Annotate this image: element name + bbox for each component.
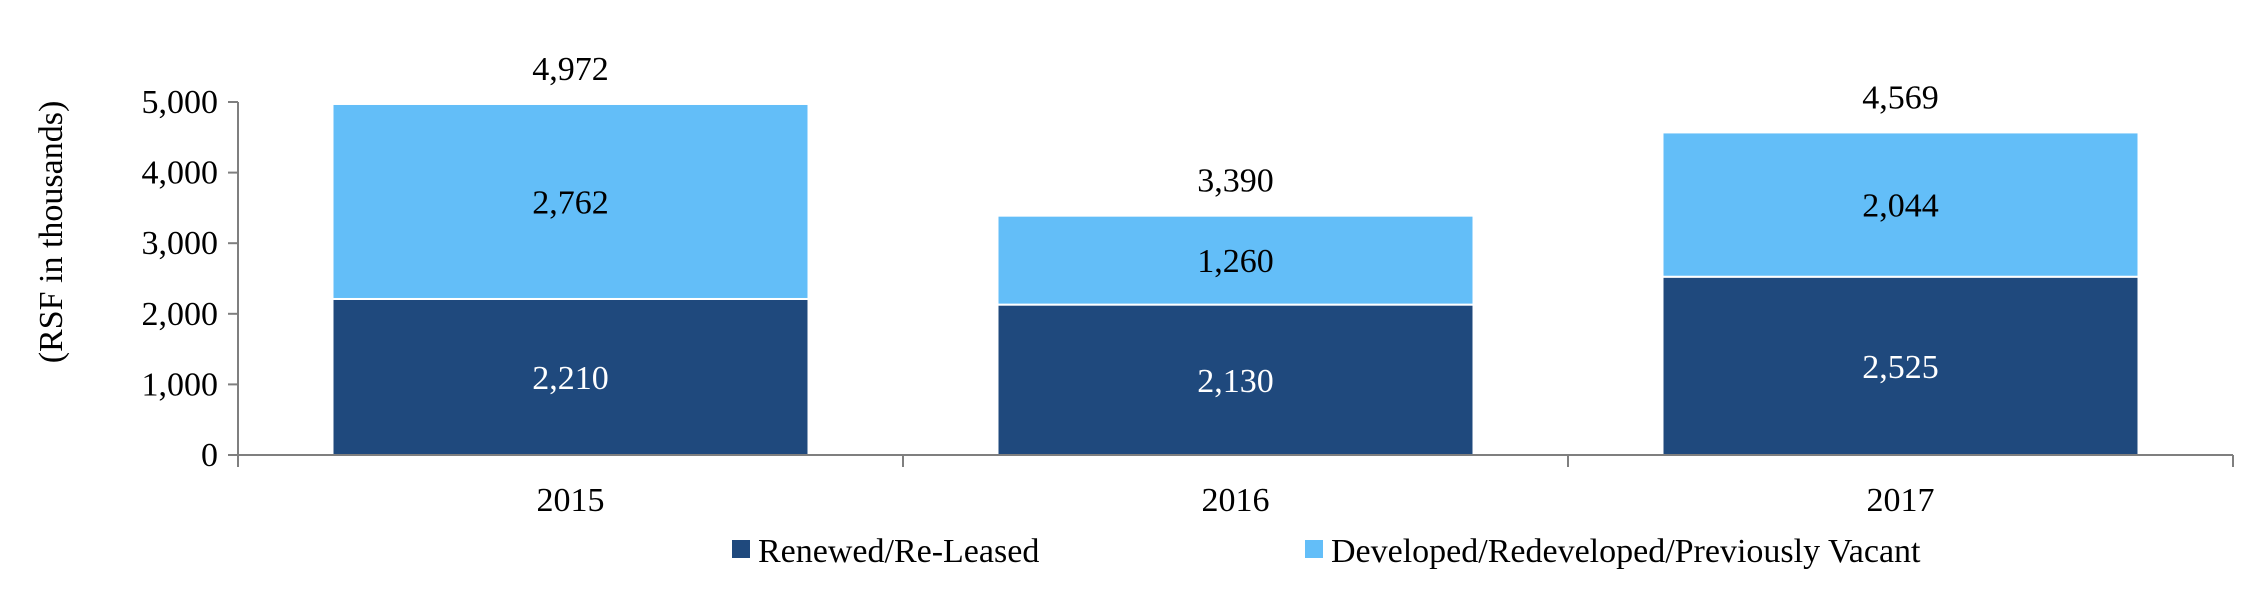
bar-segment-2017-s0 <box>1661 275 2140 456</box>
axes-group: 0 1,000 2,000 3,000 4,000 5,000 2015 2016 2017 <box>142 84 2234 519</box>
legend-swatch-s1 <box>1305 540 1323 558</box>
x-tick-label-2015: 2015 <box>537 482 605 519</box>
total-label-2017: 4,569 <box>1862 79 1939 116</box>
legend: Renewed/Re-Leased Developed/Redeveloped/P… <box>732 533 1921 570</box>
x-tick-label-2017: 2017 <box>1867 482 1935 519</box>
bar-segment-2016-s1 <box>996 214 1475 306</box>
legend-label-s1: Developed/Redeveloped/Previously Vacant <box>1331 533 1921 570</box>
y-tick-label-0: 0 <box>201 437 218 474</box>
legend-label-s0: Renewed/Re-Leased <box>758 533 1039 570</box>
data-label-2016-s0: 2,130 <box>1197 363 1274 400</box>
y-tick-label-1000: 1,000 <box>142 366 219 403</box>
bars-group: 2,210 2,762 4,972 2,130 1,260 3,390 2,525 2,044… <box>331 51 2140 457</box>
bar-segment-2015-s0 <box>331 297 810 456</box>
y-tick-label-2000: 2,000 <box>142 296 219 333</box>
data-label-2016-s1: 1,260 <box>1197 243 1274 280</box>
data-label-2017-s1: 2,044 <box>1862 188 1939 225</box>
legend-swatch-s0 <box>732 540 750 558</box>
data-label-2015-s0: 2,210 <box>532 360 609 397</box>
x-tick-label-2016: 2016 <box>1202 482 1270 519</box>
total-label-2016: 3,390 <box>1197 163 1274 200</box>
y-tick-label-4000: 4,000 <box>142 155 219 192</box>
y-tick-label-5000: 5,000 <box>142 84 219 121</box>
data-label-2015-s1: 2,762 <box>532 184 609 221</box>
total-label-2015: 4,972 <box>532 51 609 88</box>
data-label-2017-s0: 2,525 <box>1862 349 1939 386</box>
bar-segment-2015-s1 <box>331 102 810 300</box>
bar-segment-2017-s1 <box>1661 131 2140 278</box>
y-axis-label: (RSF in thousands) <box>33 101 70 364</box>
y-tick-label-3000: 3,000 <box>142 225 219 262</box>
